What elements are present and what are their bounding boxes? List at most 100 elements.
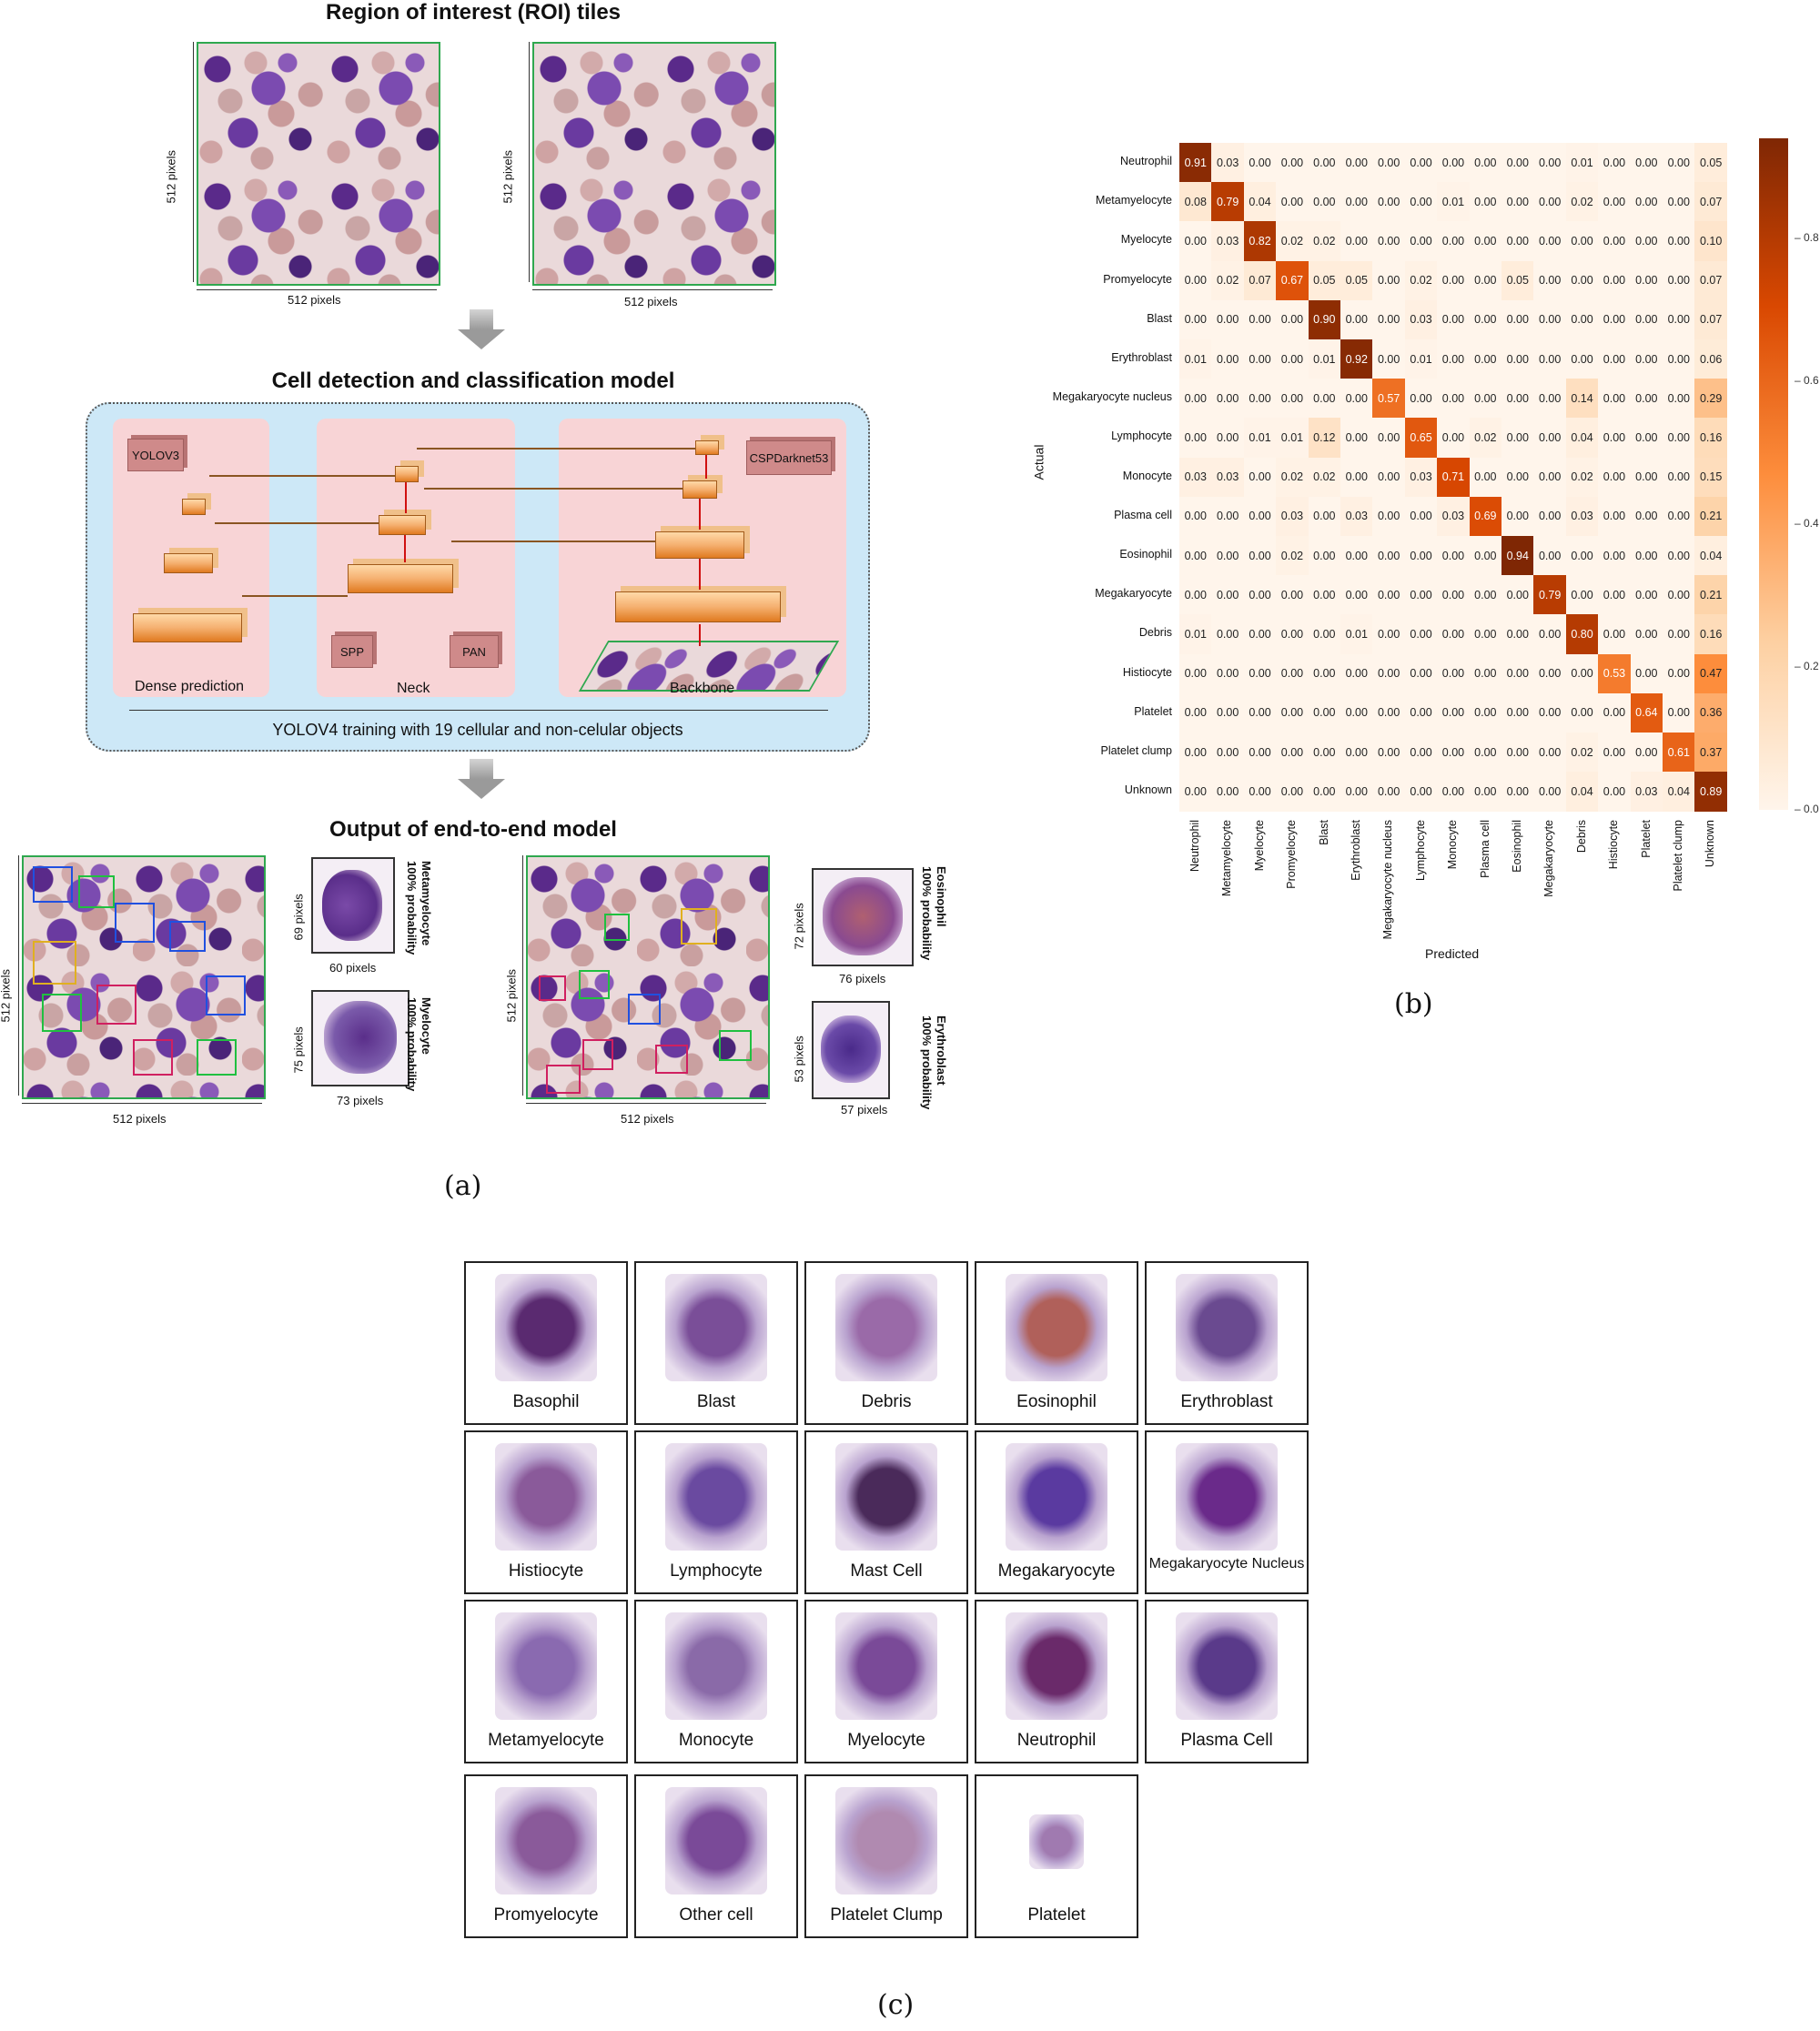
cell-image xyxy=(835,1443,937,1551)
cm-cell: 0.94 xyxy=(1502,536,1534,576)
detection-box xyxy=(582,1039,613,1070)
cm-cell: 0.00 xyxy=(1598,575,1631,615)
cm-cell: 0.00 xyxy=(1630,221,1663,261)
cm-cell: 0.00 xyxy=(1372,457,1405,497)
zoom-2-width: 73 pixels xyxy=(337,1094,384,1107)
cell-image xyxy=(835,1787,937,1895)
output-right-yaxis xyxy=(522,855,523,1096)
cm-cell: 0.69 xyxy=(1469,496,1502,537)
neck-label: Neck xyxy=(397,681,430,696)
red-arrow xyxy=(699,499,701,530)
cell-image xyxy=(835,1612,937,1720)
cm-cell: 0.00 xyxy=(1598,339,1631,379)
caption-b: (b) xyxy=(1394,988,1433,1020)
connector-line xyxy=(417,448,695,450)
cm-cell: 0.00 xyxy=(1533,299,1566,340)
cm-cell: 0.00 xyxy=(1502,496,1534,537)
cm-cell: 0.00 xyxy=(1308,182,1341,222)
cell-image xyxy=(665,1443,767,1551)
cm-cell: 0.16 xyxy=(1694,614,1727,654)
cm-cell: 0.00 xyxy=(1469,575,1502,615)
cm-cell: 0.00 xyxy=(1276,182,1309,222)
cm-cell: 0.00 xyxy=(1663,496,1695,537)
detection-box xyxy=(206,975,246,1016)
cell-label: Erythroblast xyxy=(1180,1392,1273,1411)
dense-prediction-label: Dense prediction xyxy=(135,679,245,694)
cm-cell: 0.00 xyxy=(1502,575,1534,615)
model-title: Cell detection and classification model xyxy=(271,369,675,393)
cell-label: Histiocyte xyxy=(508,1561,584,1581)
cell-label: Plasma Cell xyxy=(1180,1731,1273,1750)
cell-tile: Debris xyxy=(804,1261,968,1425)
cm-col-label: Platelet xyxy=(1639,820,1653,859)
cm-cell: 0.00 xyxy=(1663,339,1695,379)
cm-cell: 0.37 xyxy=(1694,733,1727,773)
cm-row-label: Eosinophil xyxy=(1119,548,1172,561)
cm-cell: 0.03 xyxy=(1404,457,1438,497)
cm-col-label: Eosinophil xyxy=(1511,820,1523,874)
cm-cell: 0.80 xyxy=(1565,614,1599,654)
cell-label: Eosinophil xyxy=(1016,1392,1097,1411)
cm-cell: 0.00 xyxy=(1372,221,1405,261)
cm-cell: 0.00 xyxy=(1404,772,1438,812)
cm-cell: 0.82 xyxy=(1243,221,1277,261)
cm-cell: 0.00 xyxy=(1469,182,1502,222)
cm-cell: 0.00 xyxy=(1211,496,1244,537)
cm-cell: 0.00 xyxy=(1502,457,1534,497)
cell-image xyxy=(1176,1612,1278,1720)
cm-col-label: Debris xyxy=(1574,820,1588,854)
cm-cell: 0.00 xyxy=(1372,299,1405,340)
cell-tile: Erythroblast xyxy=(1145,1261,1309,1425)
cm-cell: 0.00 xyxy=(1179,379,1212,419)
cm-col-label: Myelocyte xyxy=(1252,820,1266,872)
cm-cell: 0.00 xyxy=(1469,260,1502,300)
backbone-label: Backbone xyxy=(670,681,735,696)
dense-cube-large xyxy=(133,613,242,642)
cm-row-label: Unknown xyxy=(1124,783,1172,797)
cm-cell: 0.02 xyxy=(1308,457,1341,497)
cm-cell: 0.02 xyxy=(1404,260,1438,300)
backbone-cube-2 xyxy=(682,480,717,499)
dense-cube-medium xyxy=(164,553,213,573)
cm-cell: 0.00 xyxy=(1502,733,1534,773)
cm-cell: 0.00 xyxy=(1663,418,1695,458)
cm-cell: 0.00 xyxy=(1598,536,1631,576)
cm-row-label: Histiocyte xyxy=(1122,665,1172,679)
cell-label: Neutrophil xyxy=(1016,1731,1097,1750)
cm-cell: 0.00 xyxy=(1663,299,1695,340)
cm-cell: 0.00 xyxy=(1308,733,1341,773)
cspdarknet-box: CSPDarknet53 xyxy=(746,440,832,475)
cm-cell: 0.02 xyxy=(1565,457,1599,497)
cm-cell: 0.00 xyxy=(1502,143,1534,183)
cm-cell: 0.00 xyxy=(1243,733,1277,773)
cm-cell: 0.00 xyxy=(1243,379,1277,419)
cm-cell: 0.00 xyxy=(1502,614,1534,654)
detection-box xyxy=(539,975,566,1001)
cm-cell: 0.00 xyxy=(1663,653,1695,693)
cm-cell: 0.00 xyxy=(1276,379,1309,419)
cm-cell: 0.05 xyxy=(1340,260,1373,300)
cm-cell: 0.00 xyxy=(1598,299,1631,340)
zoom-cell-image xyxy=(823,877,903,955)
flow-arrow-stem-2 xyxy=(470,759,493,779)
cm-cell: 0.00 xyxy=(1533,260,1566,300)
cm-cell: 0.00 xyxy=(1404,692,1438,733)
cm-cell: 0.00 xyxy=(1340,653,1373,693)
cm-cell: 0.00 xyxy=(1663,614,1695,654)
cell-tile: Myelocyte xyxy=(804,1600,968,1763)
detection-box xyxy=(33,866,73,903)
cell-image xyxy=(665,1274,767,1381)
zoom-erythroblast xyxy=(812,1001,890,1099)
cm-col-label: Metamyelocyte xyxy=(1220,820,1234,897)
cell-image xyxy=(495,1612,597,1720)
cm-cell: 0.00 xyxy=(1179,692,1212,733)
cm-cell: 0.00 xyxy=(1404,182,1438,222)
cm-cell: 0.00 xyxy=(1340,221,1373,261)
cm-cell: 0.00 xyxy=(1179,299,1212,340)
cm-cell: 0.03 xyxy=(1211,143,1244,183)
connector-line xyxy=(242,595,348,597)
cm-cell: 0.03 xyxy=(1340,496,1373,537)
cm-cell: 0.00 xyxy=(1630,733,1663,773)
neck-cube-medium xyxy=(379,515,426,535)
cm-col-label: Platelet clump xyxy=(1672,820,1684,892)
